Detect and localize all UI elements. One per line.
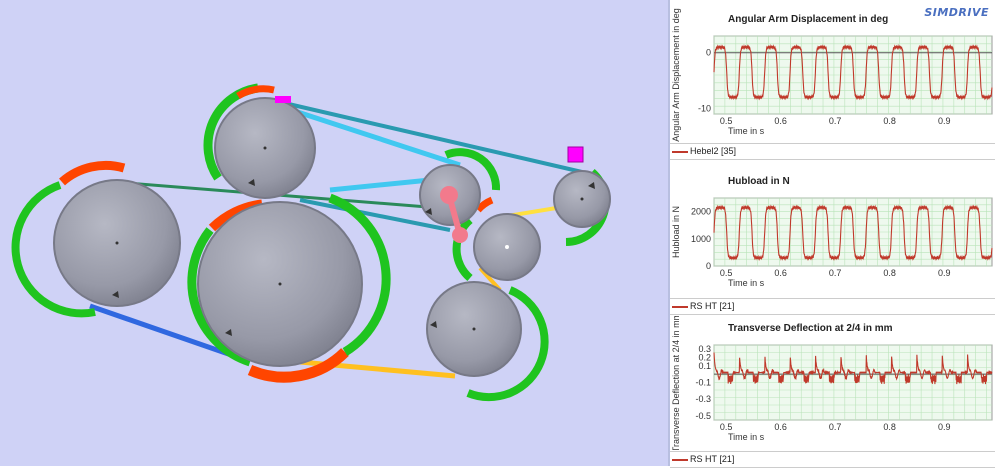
y-tick-label: 1000 xyxy=(691,234,711,244)
angular-displacement-chart[interactable]: Angular Arm Displacement in deg 0.5 0.6 0.7… xyxy=(670,2,995,142)
legend-label: RS HT [21] xyxy=(690,454,735,464)
pulley xyxy=(214,97,316,199)
pulley xyxy=(473,213,541,281)
x-tick-label: 0.9 xyxy=(938,116,951,126)
wrap-arc-red xyxy=(475,196,494,213)
legend-line-icon xyxy=(672,150,688,153)
legend-label: RS HT [21] xyxy=(690,301,735,311)
x-tick-label: 0.6 xyxy=(774,116,787,126)
wrap-arc-green xyxy=(187,227,252,367)
y-axis-label: Transverse Deflection at 2/4 in mm xyxy=(671,316,681,450)
belt-span xyxy=(478,266,502,292)
transverse-deflection-chart[interactable]: Transverse Deflection at 2/4 in mm 0.5 0.6… xyxy=(670,316,995,450)
chart-title: Hubload in N xyxy=(728,176,790,187)
series-line xyxy=(713,352,993,385)
pulley xyxy=(197,201,363,367)
y-tick-label: 0.1 xyxy=(698,361,711,371)
pulley xyxy=(553,170,611,228)
wrap-arc-green xyxy=(466,286,549,402)
y-tick-label: 0.3 xyxy=(698,344,711,354)
legend-label: Hebel2 [35] xyxy=(690,146,737,156)
x-tick-label: 0.9 xyxy=(938,422,951,432)
x-tick-label: 0.7 xyxy=(829,116,842,126)
results-panel: SIMDRIVE Angular Arm Displacement in deg… xyxy=(670,0,995,468)
x-tick-label: 0.8 xyxy=(883,268,896,278)
x-tick-label: 0.5 xyxy=(720,268,733,278)
hubload-chart[interactable]: Hubload in N 0.5 0.6 0.7 0.8 0.9 Time in s 2000… xyxy=(670,160,995,296)
belt-span xyxy=(279,100,583,174)
belt-span xyxy=(89,303,241,361)
belt-drive-canvas[interactable] xyxy=(0,0,668,466)
x-tick-label: 0.5 xyxy=(720,116,733,126)
wrap-arc-red xyxy=(247,348,349,383)
wrap-arc-green xyxy=(11,181,96,318)
x-axis-label: Time in s xyxy=(728,432,765,442)
y-tick-label: -0.5 xyxy=(695,411,711,421)
x-tick-label: 0.8 xyxy=(883,422,896,432)
x-tick-label: 0.6 xyxy=(774,268,787,278)
wrap-arc-red xyxy=(59,160,126,186)
wrap-arc-green xyxy=(444,148,501,191)
legend-line-icon xyxy=(672,305,688,308)
x-axis-label: Time in s xyxy=(728,278,765,288)
chart-title: Angular Arm Displacement in deg xyxy=(728,14,888,25)
x-tick-label: 0.6 xyxy=(774,422,787,432)
pulleys xyxy=(53,97,611,377)
y-tick-label: 2000 xyxy=(691,207,711,217)
wrap-arc-green xyxy=(452,216,473,282)
x-tick-label: 0.5 xyxy=(720,422,733,432)
wrap-arcs xyxy=(11,83,610,402)
x-axis-label: Time in s xyxy=(728,126,765,136)
wrap-arc-red xyxy=(236,85,275,100)
marker-icon xyxy=(275,96,291,103)
pulley xyxy=(426,281,522,377)
tensioner-arm[interactable] xyxy=(440,186,468,243)
panel-divider[interactable] xyxy=(668,0,670,466)
chart-legend[interactable]: RS HT [21] xyxy=(670,451,995,468)
logo: SIMDRIVE xyxy=(924,6,989,19)
chart-legend[interactable]: RS HT [21] xyxy=(670,298,995,315)
y-axis-label: Angular Arm Displacement in deg xyxy=(671,8,681,142)
y-tick-label: 0.2 xyxy=(698,353,711,363)
pulley xyxy=(53,179,181,307)
chart-legend[interactable]: Hebel2 [35] xyxy=(670,143,995,160)
y-tick-label: -10 xyxy=(698,103,711,113)
y-tick-label: 0 xyxy=(706,261,711,271)
marker-icon xyxy=(567,146,584,163)
y-axis-label: Hubload in N xyxy=(671,206,681,258)
chart-title: Transverse Deflection at 2/4 in mm xyxy=(728,323,893,334)
y-tick-label: 0 xyxy=(706,48,711,58)
legend-line-icon xyxy=(672,458,688,461)
x-tick-label: 0.9 xyxy=(938,268,951,278)
series-line xyxy=(713,204,993,261)
wrap-arc-green xyxy=(328,193,391,356)
x-tick-label: 0.7 xyxy=(829,268,842,278)
x-tick-label: 0.8 xyxy=(883,116,896,126)
belt-span xyxy=(299,198,451,232)
belt-drive-3d-view[interactable] xyxy=(0,0,668,466)
y-tick-label: -0.3 xyxy=(695,394,711,404)
y-tick-label: -0.1 xyxy=(695,378,711,388)
series-line xyxy=(713,43,993,101)
x-tick-label: 0.7 xyxy=(829,422,842,432)
